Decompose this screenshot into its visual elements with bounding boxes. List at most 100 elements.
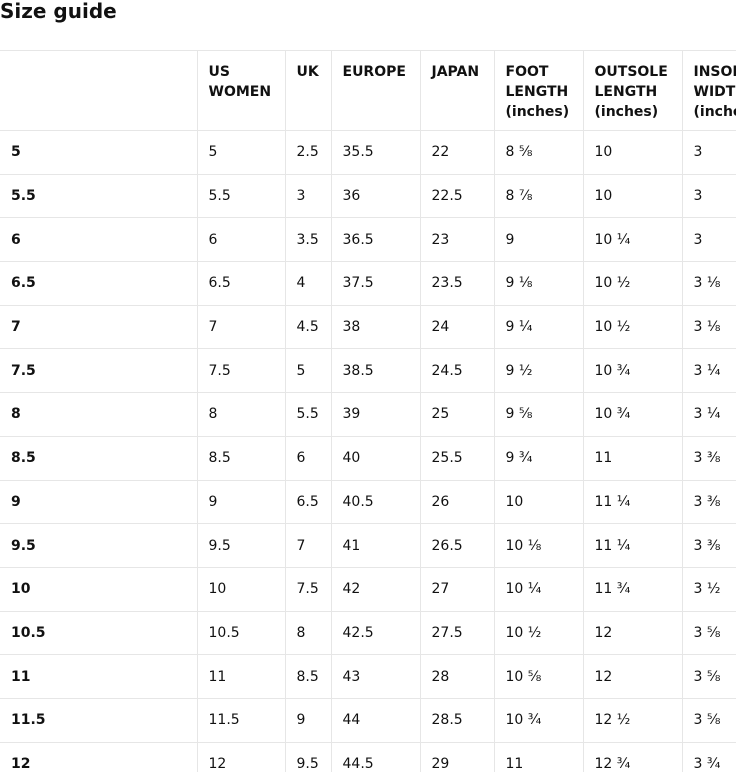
header-cell: OUTSOLE LENGTH (inches) xyxy=(582,50,683,131)
table-cell: 5 xyxy=(196,130,286,175)
table-cell: 3 ⅝ xyxy=(681,654,736,699)
size-cell: 10.5 xyxy=(0,610,198,656)
header-cell: INSOLE WIDTH (inches) xyxy=(681,50,736,131)
size-cell: 8 xyxy=(0,392,198,437)
table-cell: 8.5 xyxy=(284,654,332,699)
table-cell: 10 xyxy=(582,173,683,219)
table-cell: 3 ⅛ xyxy=(681,304,736,350)
table-cell: 38.5 xyxy=(330,348,421,394)
table-cell: 10.5 xyxy=(196,610,286,656)
table-cell: 10 ¼ xyxy=(493,566,584,612)
table-cell: 42 xyxy=(330,566,421,612)
table-cell: 5.5 xyxy=(196,173,286,219)
table-cell: 3 ⅜ xyxy=(681,479,736,525)
table-cell: 11 xyxy=(196,654,286,699)
table-cell: 12 xyxy=(582,654,683,699)
table-cell: 44 xyxy=(330,697,421,743)
table-cell: 9 ¾ xyxy=(493,435,584,481)
size-cell: 6 xyxy=(0,217,198,263)
title: Size guide xyxy=(0,0,117,23)
table-cell: 10 ⅛ xyxy=(493,523,584,568)
table-body: 5 5 2.5 35.5 22 8 ⅝ 10 3 5.5 5.5 3 36 22.5 8 ⅞ 10 3 6 6 3.… xyxy=(0,130,736,772)
table-cell: 42.5 xyxy=(330,610,421,656)
table-cell: 8 ⅞ xyxy=(493,173,584,219)
size-cell: 9 xyxy=(0,479,198,525)
table-cell: 10 ¾ xyxy=(493,697,584,743)
table-cell: 3 ¼ xyxy=(681,348,736,394)
table-cell: 10 ½ xyxy=(493,610,584,656)
table-cell: 9 ⅛ xyxy=(493,261,584,306)
table-cell: 12 xyxy=(582,610,683,656)
table-cell: 10 xyxy=(582,130,683,175)
table-cell: 3 ⅜ xyxy=(681,523,736,568)
table-cell: 24 xyxy=(419,304,495,350)
table-cell: 10 ¾ xyxy=(582,348,683,394)
table-cell: 3 xyxy=(681,173,736,219)
size-cell: 5.5 xyxy=(0,173,198,219)
table-cell: 9 ¼ xyxy=(493,304,584,350)
table-cell: 26.5 xyxy=(419,523,495,568)
table-cell: 10 ⅝ xyxy=(493,654,584,699)
table-cell: 3 xyxy=(284,173,332,219)
table-cell: 10 ½ xyxy=(582,261,683,306)
table-cell: 10 ¾ xyxy=(582,392,683,437)
table-cell: 9.5 xyxy=(284,741,332,772)
header-cell: JAPAN xyxy=(419,50,495,131)
table-cell: 12 ¾ xyxy=(582,741,683,772)
table-cell: 38 xyxy=(330,304,421,350)
table-cell: 2.5 xyxy=(284,130,332,175)
table-cell: 28 xyxy=(419,654,495,699)
table-cell: 7 xyxy=(196,304,286,350)
table-cell: 3 ⅝ xyxy=(681,610,736,656)
table-cell: 36 xyxy=(330,173,421,219)
table-cell: 4 xyxy=(284,261,332,306)
table-cell: 22.5 xyxy=(419,173,495,219)
table-row: 8.5 8.5 6 40 25.5 9 ¾ 11 3 ⅜ xyxy=(0,435,736,481)
table-cell: 11 ¼ xyxy=(582,523,683,568)
table-cell: 25 xyxy=(419,392,495,437)
table-cell: 11 xyxy=(493,741,584,772)
table-cell: 9 xyxy=(284,697,332,743)
table-cell: 11 ¾ xyxy=(582,566,683,612)
size-table: US WOMEN UK EUROPE JAPAN FOOT LENGTH (inches… xyxy=(0,50,736,772)
size-cell: 9.5 xyxy=(0,523,198,568)
table-row: 11 11 8.5 43 28 10 ⅝ 12 3 ⅝ xyxy=(0,654,736,699)
table-row: 5 5 2.5 35.5 22 8 ⅝ 10 3 xyxy=(0,130,736,175)
table-cell: 3.5 xyxy=(284,217,332,263)
table-cell: 5.5 xyxy=(284,392,332,437)
table-cell: 12 xyxy=(196,741,286,772)
table-cell: 6.5 xyxy=(196,261,286,306)
table-cell: 10 xyxy=(196,566,286,612)
table-cell: 40.5 xyxy=(330,479,421,525)
table-cell: 3 ¾ xyxy=(681,741,736,772)
table-cell: 27 xyxy=(419,566,495,612)
table-cell: 3 ¼ xyxy=(681,392,736,437)
table-cell: 4.5 xyxy=(284,304,332,350)
table-cell: 36.5 xyxy=(330,217,421,263)
size-cell: 6.5 xyxy=(0,261,198,306)
header-cell: US WOMEN xyxy=(196,50,286,131)
table-cell: 6 xyxy=(284,435,332,481)
table-cell: 9 ⅝ xyxy=(493,392,584,437)
table-cell: 25.5 xyxy=(419,435,495,481)
table-cell: 10 ¼ xyxy=(582,217,683,263)
table-cell: 27.5 xyxy=(419,610,495,656)
table-cell: 24.5 xyxy=(419,348,495,394)
table-cell: 7.5 xyxy=(196,348,286,394)
table-cell: 12 ½ xyxy=(582,697,683,743)
table-cell: 10 xyxy=(493,479,584,525)
header-cell: UK xyxy=(284,50,332,131)
size-cell: 10 xyxy=(0,566,198,612)
table-cell: 6.5 xyxy=(284,479,332,525)
size-cell: 5 xyxy=(0,130,198,175)
table-cell: 29 xyxy=(419,741,495,772)
table-cell: 35.5 xyxy=(330,130,421,175)
